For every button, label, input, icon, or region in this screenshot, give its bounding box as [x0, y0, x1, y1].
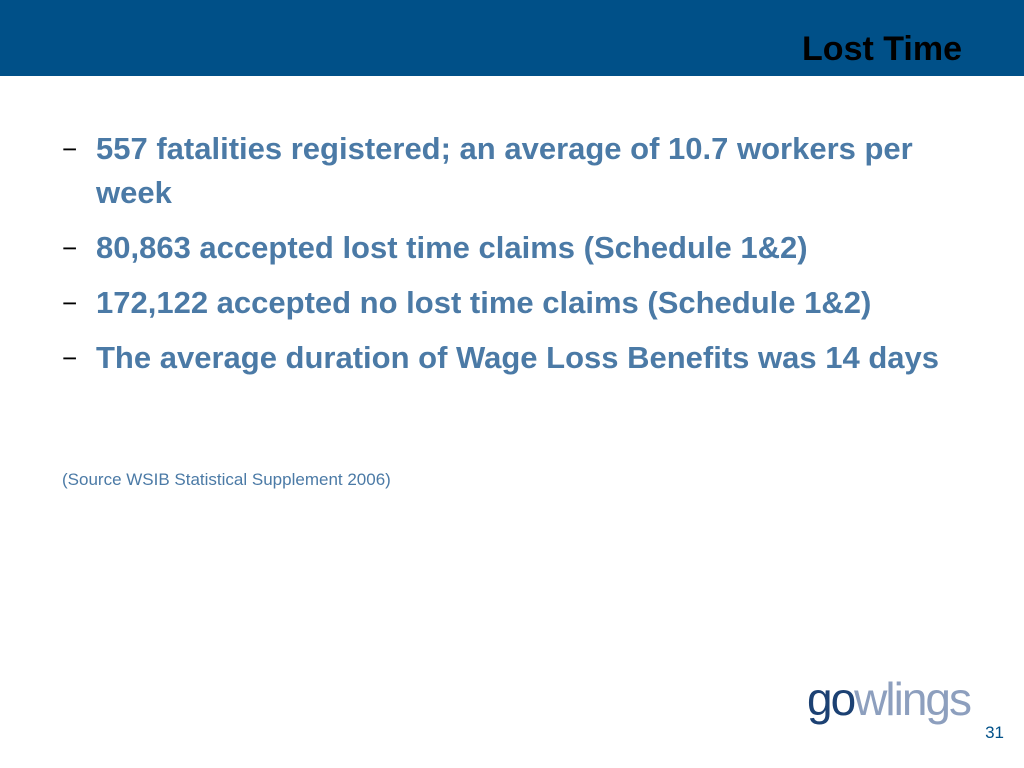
logo-part-wlings: wlings	[854, 673, 972, 725]
dash-bullet-icon: −	[62, 134, 78, 164]
bullet-item: − 172,122 accepted no lost time claims (…	[62, 281, 962, 325]
page-number: 31	[985, 723, 1004, 742]
source-note: (Source WSIB Statistical Supplement 2006…	[62, 470, 391, 489]
slide-title: Lost Time	[802, 30, 962, 68]
bullet-text: The average duration of Wage Loss Benefi…	[96, 340, 939, 375]
bullet-item: − The average duration of Wage Loss Bene…	[62, 336, 962, 380]
dash-bullet-icon: −	[62, 288, 78, 318]
logo-part-go: go	[807, 673, 856, 725]
dash-bullet-icon: −	[62, 343, 78, 373]
gowlings-logo: gowlings	[807, 672, 972, 726]
bullet-text: 557 fatalities registered; an average of…	[96, 131, 913, 210]
bullet-text: 80,863 accepted lost time claims (Schedu…	[96, 230, 808, 265]
bullet-item: − 80,863 accepted lost time claims (Sche…	[62, 226, 962, 270]
bullet-text: 172,122 accepted no lost time claims (Sc…	[96, 285, 872, 320]
dash-bullet-icon: −	[62, 233, 78, 263]
bullet-item: − 557 fatalities registered; an average …	[62, 127, 962, 215]
bullet-list: − 557 fatalities registered; an average …	[62, 127, 962, 391]
header-bar	[0, 0, 1024, 76]
